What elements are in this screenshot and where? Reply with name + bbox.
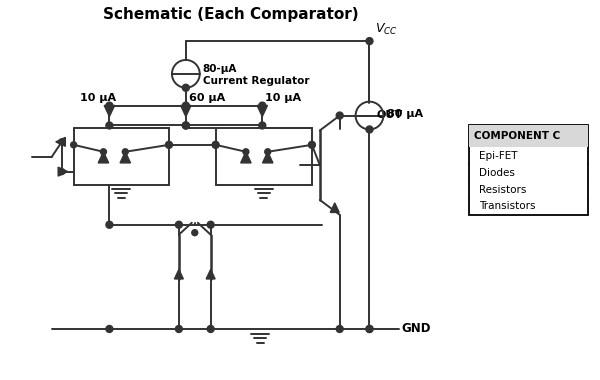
Text: 80 μA: 80 μA <box>388 109 424 119</box>
Circle shape <box>336 112 343 119</box>
Polygon shape <box>263 152 273 163</box>
Circle shape <box>182 122 190 129</box>
Text: 60 μA: 60 μA <box>189 93 225 103</box>
Polygon shape <box>257 105 268 117</box>
Polygon shape <box>120 152 130 163</box>
Polygon shape <box>104 105 115 117</box>
Circle shape <box>59 169 65 175</box>
Circle shape <box>207 221 214 228</box>
Circle shape <box>122 149 128 155</box>
Circle shape <box>182 122 190 129</box>
Polygon shape <box>330 203 339 212</box>
Polygon shape <box>175 269 184 279</box>
Circle shape <box>265 149 271 155</box>
Polygon shape <box>181 105 191 117</box>
Circle shape <box>166 142 172 148</box>
Circle shape <box>182 84 190 91</box>
Circle shape <box>308 141 316 148</box>
Circle shape <box>366 126 373 133</box>
Polygon shape <box>56 138 65 146</box>
Text: COMPONENT C: COMPONENT C <box>474 131 560 141</box>
Circle shape <box>100 149 106 155</box>
Text: 80-μA: 80-μA <box>203 64 237 74</box>
Polygon shape <box>98 152 109 163</box>
Circle shape <box>192 230 198 236</box>
Text: $V_{CC}$: $V_{CC}$ <box>376 22 398 37</box>
Circle shape <box>166 141 172 148</box>
Text: Schematic (Each Comparator): Schematic (Each Comparator) <box>103 7 358 22</box>
Circle shape <box>366 326 373 332</box>
Text: 10 μA: 10 μA <box>80 93 116 103</box>
Circle shape <box>175 326 182 332</box>
Circle shape <box>71 142 77 148</box>
Polygon shape <box>206 269 215 279</box>
Circle shape <box>106 122 113 129</box>
Text: GND: GND <box>401 323 431 336</box>
Text: Epi-FET: Epi-FET <box>479 151 517 161</box>
FancyBboxPatch shape <box>469 125 588 215</box>
Circle shape <box>106 221 113 228</box>
Text: Diodes: Diodes <box>479 168 515 177</box>
Text: 10 μA: 10 μA <box>265 93 301 103</box>
Circle shape <box>59 139 65 145</box>
Circle shape <box>366 38 373 44</box>
Text: Transistors: Transistors <box>479 201 535 211</box>
Text: OUT: OUT <box>376 109 403 120</box>
Circle shape <box>106 102 113 109</box>
Circle shape <box>106 326 113 332</box>
Circle shape <box>243 149 249 155</box>
Text: Current Regulator: Current Regulator <box>203 76 309 86</box>
Polygon shape <box>241 152 251 163</box>
Circle shape <box>309 142 315 148</box>
Circle shape <box>212 141 219 148</box>
Polygon shape <box>58 167 68 176</box>
Circle shape <box>175 221 182 228</box>
Text: Resistors: Resistors <box>479 185 526 195</box>
Circle shape <box>259 122 266 129</box>
Circle shape <box>336 326 343 332</box>
Circle shape <box>212 142 218 148</box>
Circle shape <box>207 326 214 332</box>
Circle shape <box>259 102 266 109</box>
FancyBboxPatch shape <box>469 125 588 147</box>
Circle shape <box>182 102 190 109</box>
Circle shape <box>366 326 373 332</box>
